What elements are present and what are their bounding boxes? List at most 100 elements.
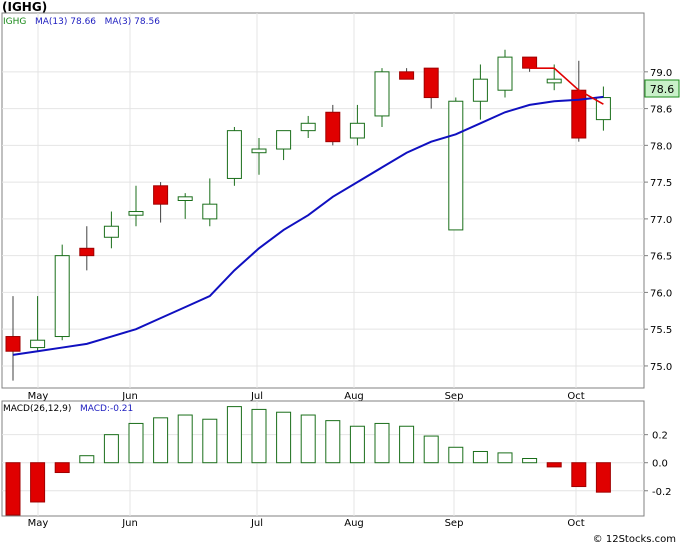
price-x-tick-label: Jul: [250, 391, 263, 402]
candle-up: [546, 78, 562, 84]
price-x-tick-label: Oct: [567, 391, 584, 402]
candle-up: [103, 225, 119, 238]
macd-bar-positive: [300, 414, 316, 464]
copyright-footer: © 12Stocks.com: [592, 534, 676, 545]
macd-x-tick-label: Jun: [121, 518, 138, 529]
macd-y-tick-label: 0.0: [652, 459, 668, 470]
macd-bar-positive: [497, 452, 513, 464]
macd-bar-positive: [325, 420, 341, 464]
macd-bar-negative: [30, 462, 46, 503]
macd-panel: [1, 400, 645, 517]
macd-bars: [5, 406, 611, 516]
candle-up: [30, 339, 46, 349]
legend-macd-value: -0.21: [109, 404, 134, 414]
price-x-axis: May Jun Jul Aug Sep Oct: [28, 391, 585, 402]
candle-up: [300, 122, 316, 132]
macd-y-tick-label: -0.2: [652, 487, 672, 498]
macd-x-tick-label: Aug: [344, 518, 364, 529]
candle-up: [177, 196, 193, 202]
price-y-tick-label: 77.0: [650, 215, 672, 226]
macd-bar-positive: [202, 418, 218, 464]
candle-down: [5, 336, 21, 352]
macd-bar-negative: [595, 462, 611, 493]
macd-bar-positive: [251, 408, 267, 464]
macd-bar-positive: [448, 446, 464, 464]
ma3-line: [529, 67, 604, 105]
candle-down: [399, 71, 415, 80]
macd-bar-positive: [423, 435, 439, 464]
last-price-badge-bg: [644, 79, 680, 98]
macd-bar-positive: [226, 406, 242, 464]
macd-bar-positive: [153, 417, 169, 464]
legend-symbol: IGHG: [3, 17, 27, 27]
candle-down: [153, 185, 169, 205]
macd-bar-negative: [5, 462, 21, 516]
price-y-tick-label: 79.0: [650, 68, 672, 79]
price-y-tick-label: 78.0: [650, 141, 672, 152]
price-panel: [1, 12, 645, 389]
macd-bar-positive: [374, 422, 390, 464]
macd-bar-positive: [103, 434, 119, 464]
macd-bar-positive: [79, 455, 95, 464]
legend-ma3-label: MA(3): [104, 17, 132, 27]
chart-title: (IGHG): [2, 0, 48, 14]
candle-up: [202, 203, 218, 220]
price-y-tick-label: 76.5: [650, 252, 672, 263]
candle-down: [571, 89, 587, 139]
price-y-tick-label: 77.5: [650, 178, 672, 189]
macd-bar-negative: [546, 462, 562, 468]
macd-bar-positive: [399, 425, 415, 464]
macd-bar-positive: [349, 425, 365, 464]
price-grid: [2, 13, 644, 388]
candle-up: [54, 255, 70, 338]
macd-x-tick-label: May: [28, 518, 49, 529]
candle-up: [251, 148, 267, 154]
macd-y-tick-label: 0.2: [652, 431, 668, 442]
legend-macd-label: MACD:: [79, 404, 110, 414]
macd-legend: MACD(26,12,9) MACD:-0.21: [3, 404, 133, 414]
candle-up: [374, 71, 390, 117]
moving-averages: [12, 67, 604, 356]
candle-up: [472, 78, 488, 102]
ma13-line: [12, 95, 604, 356]
macd-bar-negative: [571, 462, 587, 488]
macd-bar-positive: [128, 422, 144, 464]
candle-down: [522, 56, 538, 69]
price-candles: [5, 49, 611, 381]
macd-x-tick-label: Jul: [250, 518, 263, 529]
price-x-tick-label: Aug: [344, 391, 364, 402]
legend-ma13-value: 78.66: [70, 17, 97, 27]
legend-ma3-value: 78.56: [134, 17, 160, 27]
price-y-axis: 75.0 75.5 76.0 76.5 77.0 77.5 78.0 78.6 79.0: [644, 68, 672, 373]
macd-bar-positive: [177, 414, 193, 464]
legend-macd-params: MACD(26,12,9): [3, 404, 72, 414]
price-legend: IGHG MA(13) 78.66 MA(3) 78.56: [3, 17, 160, 27]
price-y-tick-label: 75.0: [650, 362, 672, 373]
candle-down: [325, 111, 341, 143]
candle-up: [349, 122, 365, 139]
macd-bar-positive: [522, 458, 538, 464]
candle-up: [276, 130, 292, 150]
macd-y-axis: 0.2 0.0 -0.2: [644, 431, 672, 498]
macd-x-tick-label: Sep: [445, 518, 464, 529]
price-y-tick-label: 78.6: [650, 105, 672, 116]
candle-up: [128, 211, 144, 216]
macd-x-axis: May Jun Jul Aug Sep Oct: [28, 518, 585, 529]
macd-x-tick-label: Oct: [567, 518, 584, 529]
legend-ma13-label: MA(13): [34, 17, 68, 27]
candle-up: [497, 56, 513, 91]
candle-up: [226, 130, 242, 179]
macd-bar-negative: [54, 462, 70, 474]
price-y-tick-label: 76.0: [650, 288, 672, 299]
price-x-tick-label: Jun: [121, 391, 138, 402]
macd-bar-positive: [472, 450, 488, 464]
candle-down: [423, 67, 439, 99]
price-x-tick-label: May: [28, 391, 49, 402]
price-x-tick-label: Sep: [445, 391, 464, 402]
candle-up: [448, 100, 464, 231]
price-y-tick-label: 75.5: [650, 325, 672, 336]
last-price-badge: 78.6: [650, 83, 675, 96]
macd-bar-positive: [276, 411, 292, 464]
